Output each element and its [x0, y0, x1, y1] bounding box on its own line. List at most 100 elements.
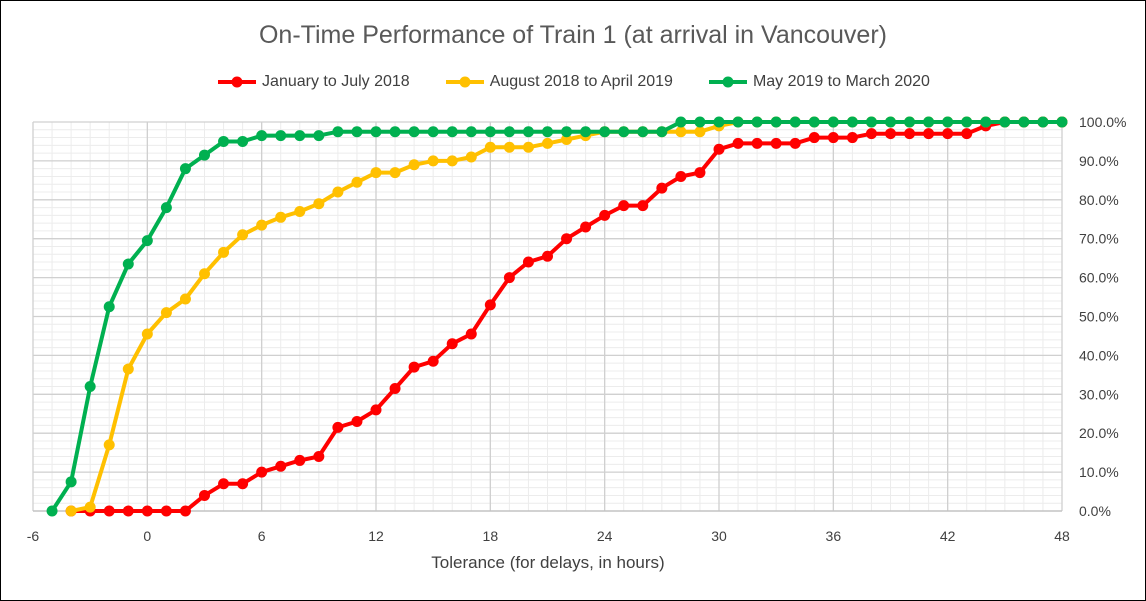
data-point: [561, 233, 573, 245]
data-point: [942, 116, 954, 128]
data-point: [580, 126, 592, 138]
y-tick-label: 0.0%: [1079, 503, 1111, 519]
data-point: [256, 466, 268, 478]
data-point: [332, 186, 344, 198]
data-point: [351, 126, 363, 138]
data-point: [675, 116, 687, 128]
x-tick-label: 30: [711, 528, 727, 544]
data-point: [122, 505, 134, 517]
x-tick-label: 0: [143, 528, 151, 544]
legend-label-series-2: August 2018 to April 2019: [489, 73, 673, 90]
data-point: [237, 135, 249, 147]
data-point: [694, 167, 706, 179]
data-point: [827, 132, 839, 144]
data-point: [1037, 116, 1049, 128]
data-point: [141, 328, 153, 340]
data-point: [522, 126, 534, 138]
x-tick-label: 12: [368, 528, 384, 544]
data-point: [484, 126, 496, 138]
y-tick-label: 50.0%: [1079, 309, 1119, 325]
data-point: [351, 176, 363, 188]
data-point: [789, 116, 801, 128]
data-point: [389, 382, 401, 394]
data-point: [408, 361, 420, 373]
legend-item-series-1: January to July 2018: [216, 73, 410, 91]
chart-title: On-Time Performance of Train 1 (at arriv…: [258, 21, 887, 49]
data-point: [846, 132, 858, 144]
data-point: [179, 163, 191, 175]
data-point: [713, 116, 725, 128]
data-point: [484, 141, 496, 153]
data-point: [904, 128, 916, 140]
data-point: [980, 116, 992, 128]
data-point: [122, 258, 134, 270]
data-point: [999, 116, 1011, 128]
data-point: [199, 149, 210, 161]
data-point: [865, 128, 877, 140]
data-point: [199, 489, 210, 501]
data-point: [465, 126, 477, 138]
data-point: [65, 476, 77, 488]
x-axis-title: Tolerance (for delays, in hours): [431, 553, 665, 572]
data-point: [218, 246, 230, 258]
data-point: [294, 205, 306, 217]
data-point: [46, 505, 58, 517]
data-point: [599, 126, 611, 138]
data-point: [770, 116, 782, 128]
data-point: [618, 126, 630, 138]
x-tick-label: 6: [258, 528, 266, 544]
data-point: [313, 198, 325, 210]
y-tick-label: 80.0%: [1079, 192, 1119, 208]
data-point: [294, 454, 306, 466]
data-point: [846, 116, 858, 128]
data-point: [141, 505, 153, 517]
data-point: [446, 338, 458, 350]
data-point: [351, 416, 363, 428]
data-point: [542, 137, 553, 149]
data-point: [465, 328, 477, 340]
x-tick-label: 18: [483, 528, 499, 544]
data-point: [808, 116, 820, 128]
data-point: [408, 159, 420, 171]
data-point: [370, 404, 382, 416]
y-tick-label: 10.0%: [1079, 464, 1119, 480]
data-point: [580, 221, 592, 233]
x-tick-label: 24: [597, 528, 613, 544]
data-point: [84, 381, 96, 393]
data-point: [599, 209, 611, 221]
data-point: [65, 505, 77, 517]
data-point: [675, 170, 687, 182]
data-point: [218, 135, 230, 147]
data-point: [503, 141, 515, 153]
data-point: [542, 250, 553, 262]
data-point: [561, 126, 573, 138]
data-point: [199, 268, 210, 280]
data-point: [370, 126, 382, 138]
data-point: [942, 128, 954, 140]
data-point: [275, 130, 287, 142]
data-point: [408, 126, 420, 138]
y-tick-label: 30.0%: [1079, 386, 1119, 402]
data-point: [618, 200, 630, 212]
data-point: [160, 202, 172, 214]
data-point: [522, 141, 534, 153]
data-point: [503, 272, 515, 284]
data-point: [923, 116, 935, 128]
data-point: [389, 126, 401, 138]
y-tick-label: 20.0%: [1079, 425, 1119, 441]
data-point: [275, 460, 287, 472]
y-tick-label: 60.0%: [1079, 270, 1119, 286]
data-point: [313, 451, 325, 463]
data-point: [103, 439, 115, 451]
data-point: [808, 132, 820, 144]
data-point: [160, 307, 172, 319]
y-tick-label: 40.0%: [1079, 347, 1119, 363]
data-point: [84, 501, 96, 513]
series-lines: [46, 116, 1068, 517]
data-point: [694, 116, 706, 128]
data-point: [865, 116, 877, 128]
data-point: [904, 116, 916, 128]
data-point: [484, 299, 496, 311]
data-point: [465, 151, 477, 163]
data-point: [656, 182, 668, 194]
